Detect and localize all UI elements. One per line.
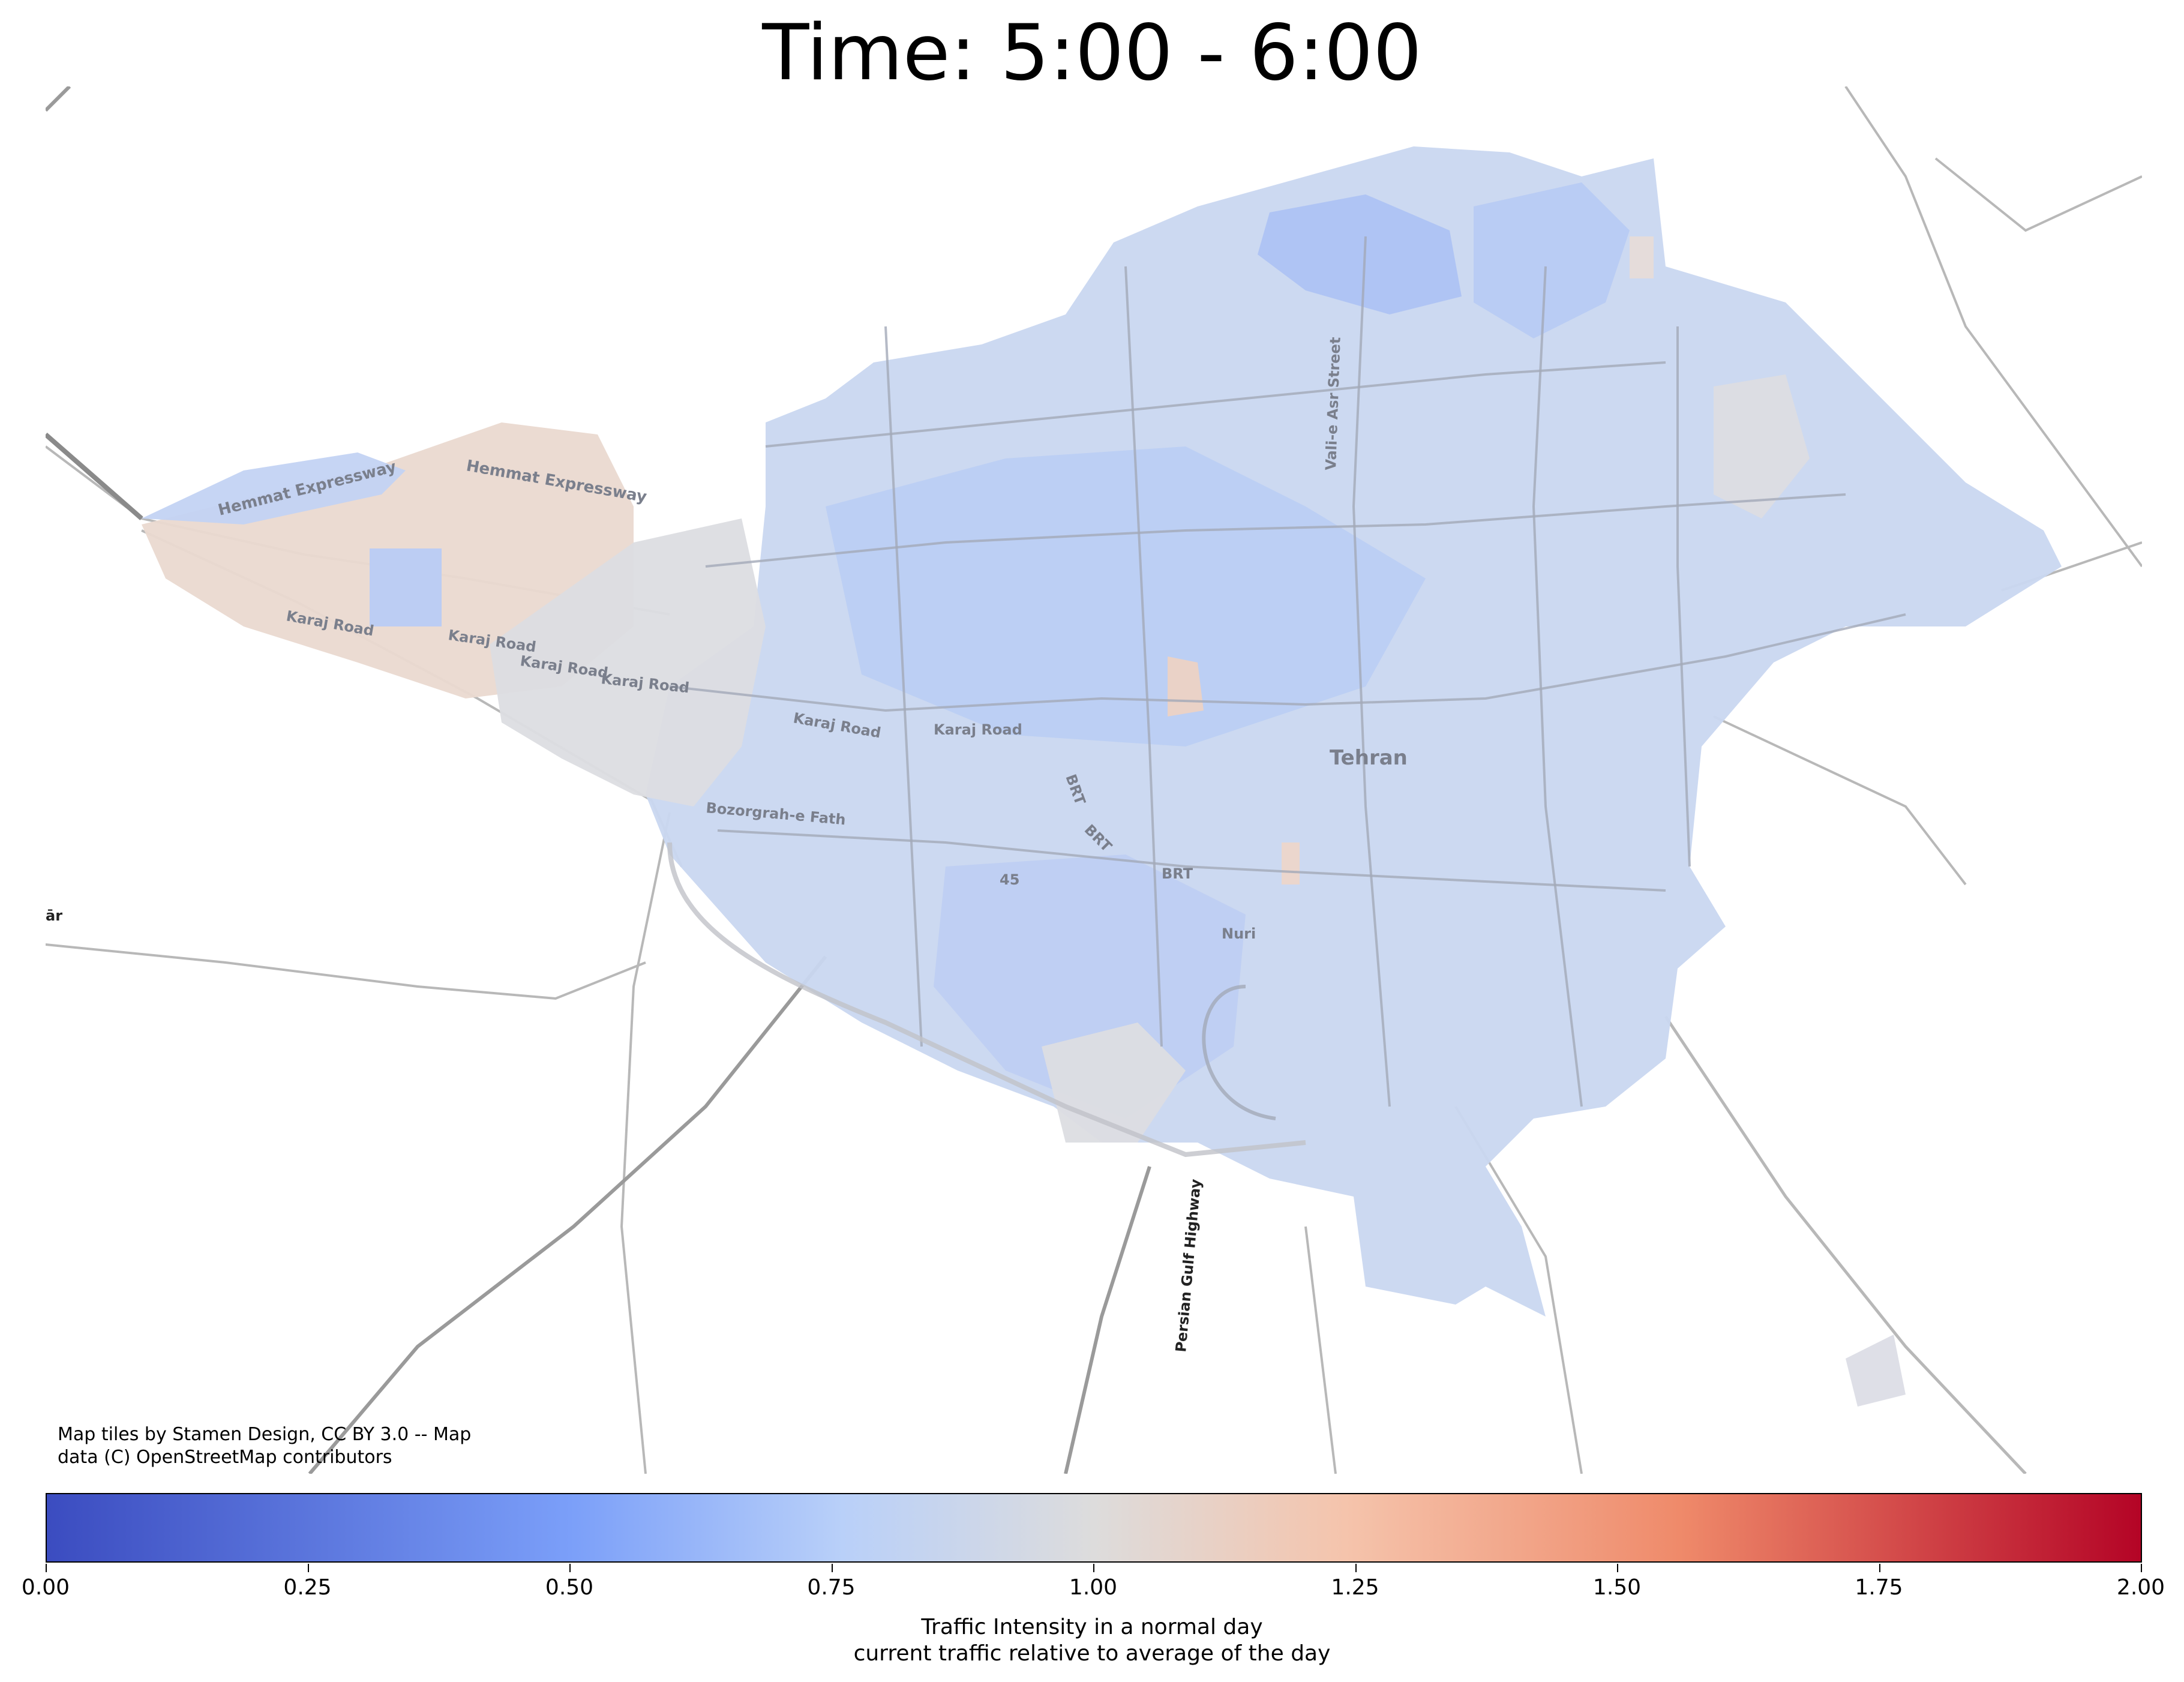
road-south-2: [1304, 1226, 1337, 1474]
label-brt-3: BRT: [1162, 865, 1193, 882]
colorbar-tick-label: 1.00: [1069, 1575, 1118, 1600]
road-east: [1844, 86, 2142, 568]
colorbar: [46, 1493, 2142, 1563]
colorbar-tick: [831, 1564, 833, 1572]
colorbar-tick: [2141, 1564, 2142, 1572]
road-city-eastwest-3: [765, 361, 1666, 448]
region-center-blue: [826, 446, 1426, 746]
road-ring-south: [667, 842, 1306, 1158]
colorbar-gradient: [46, 1493, 2142, 1563]
colorbar-tick: [307, 1564, 309, 1572]
road-east-3: [1713, 715, 1967, 886]
attribution-line-1: Map tiles by Stamen Design, CC BY 3.0 --…: [58, 1424, 472, 1445]
label-45: 45: [1000, 871, 1019, 888]
label-edge: ār: [46, 907, 62, 924]
region-west-gray: [490, 518, 766, 806]
colorbar-tick-label: 0.00: [21, 1575, 70, 1600]
region-northeast-warm: [1630, 236, 1654, 278]
colorbar-tick: [1093, 1564, 1094, 1572]
road-highway-west: [46, 432, 143, 521]
road-city-ns-3: [1352, 236, 1391, 1107]
road-city-ns-4: [1532, 266, 1583, 1107]
road-roundabout: [1202, 985, 1276, 1120]
attribution-line-2: data (C) OpenStreetMap contributors: [58, 1447, 392, 1468]
colorbar-tick: [1879, 1564, 1880, 1572]
colorbar-tick: [1617, 1564, 1618, 1572]
colorbar-label: Traffic Intensity in a normal day curren…: [0, 1614, 2184, 1667]
colorbar-tick-label: 1.75: [1855, 1575, 1903, 1600]
region-east-gray: [1714, 374, 1810, 518]
road-city-eastwest-1: [669, 613, 1906, 712]
road-corner: [46, 86, 71, 112]
road-city-eastwest-2: [705, 493, 1846, 568]
region-southeast-patch: [1846, 1335, 1906, 1407]
region-north-1: [1258, 194, 1462, 314]
label-persian-gulf: Persian Gulf Highway: [1172, 1178, 1204, 1353]
colorbar-label-line-1: Traffic Intensity in a normal day: [921, 1615, 1263, 1639]
region-west-blue-2: [370, 548, 442, 626]
region-north-2: [1474, 182, 1630, 338]
background-roads: [46, 86, 2142, 1474]
road-city-ns-1: [884, 326, 923, 1047]
map-attribution: Map tiles by Stamen Design, CC BY 3.0 --…: [58, 1423, 598, 1469]
road-city-ns-2: [1124, 266, 1163, 1047]
road-north-east: [1934, 157, 2142, 232]
colorbar-tick-label: 2.00: [2116, 1575, 2165, 1600]
region-south-warm: [1282, 843, 1300, 885]
road-city-ns-5: [1676, 326, 1691, 867]
map-canvas: Hemmat Expressway Hemmat Expressway Kara…: [46, 86, 2142, 1474]
colorbar-tick: [46, 1564, 47, 1572]
label-nuri: Nuri: [1222, 925, 1256, 942]
traffic-map[interactable]: Hemmat Expressway Hemmat Expressway Kara…: [46, 86, 2142, 1474]
city-label-tehran: Tehran: [1330, 746, 1408, 770]
colorbar-tick: [1355, 1564, 1357, 1572]
colorbar-tick-label: 0.25: [283, 1575, 332, 1600]
colorbar-label-line-2: current traffic relative to average of t…: [853, 1641, 1331, 1666]
road-imam-reza: [1664, 1015, 2027, 1474]
road-west-lower: [46, 943, 646, 1000]
road-azadegan-south: [620, 812, 671, 1474]
chart-title: Time: 5:00 - 6:00: [762, 8, 1422, 98]
colorbar-tick-label: 0.50: [545, 1575, 594, 1600]
colorbar-tick: [569, 1564, 571, 1572]
colorbar-tick-label: 1.50: [1592, 1575, 1642, 1600]
city-roads: [667, 236, 1906, 1158]
traffic-regions: [142, 146, 2062, 1407]
label-karaj-6: Karaj Road: [934, 721, 1022, 738]
road-persian-gulf: [1064, 1166, 1151, 1474]
road-city-eastwest-4: [717, 829, 1666, 892]
region-west-blue: [142, 452, 406, 524]
road-southwest-highway: [308, 955, 827, 1474]
colorbar-tick-label: 0.75: [807, 1575, 856, 1600]
colorbar-tick-label: 1.25: [1331, 1575, 1379, 1600]
